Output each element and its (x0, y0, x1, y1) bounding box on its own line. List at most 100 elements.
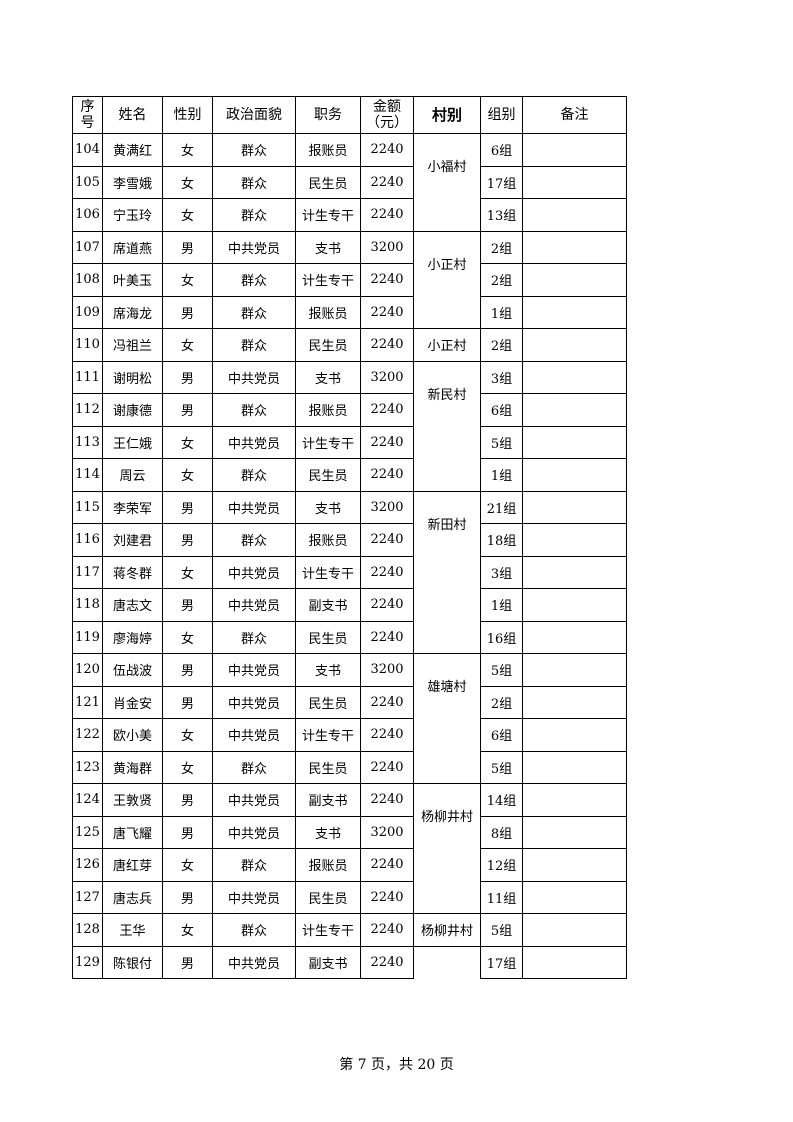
cell-gender: 女 (162, 263, 213, 297)
cell-amount: 2240 (360, 555, 414, 589)
cell-duty: 报账员 (295, 848, 361, 882)
table-row: 121 肖金安男中共党员 民生员 2240 2组 (72, 685, 627, 719)
table-row: 109 席海龙男群众 报账员 2240 1组 (72, 295, 627, 329)
cell-group: 16组 (480, 620, 523, 654)
cell-remark (522, 880, 627, 914)
cell-duty: 支书 (295, 230, 361, 264)
cell-name: 王华 (102, 913, 163, 947)
cell-remark (522, 588, 627, 622)
cell-gender: 女 (162, 198, 213, 232)
header-remark: 备注 (522, 96, 627, 134)
cell-group: 5组 (480, 750, 523, 784)
cell-political: 群众 (212, 263, 296, 297)
cell-name: 席海龙 (102, 295, 163, 329)
cell-gender: 男 (162, 230, 213, 264)
cell-village: 小正村 (413, 328, 481, 362)
cell-amount: 3200 (360, 360, 414, 394)
table-row: 110 冯祖兰女群众 民生员 2240 小正村 2组 (72, 328, 627, 362)
cell-name: 李荣军 (102, 490, 163, 524)
cell-political: 中共党员 (212, 685, 296, 719)
cell-group: 21组 (480, 490, 523, 524)
table-row: 128 王华女群众 计生专干 2240 杨柳井村 5组 (72, 913, 627, 947)
cell-group: 2组 (480, 230, 523, 264)
table-row: 113 王仁娥女中共党员 计生专干 2240 5组 (72, 425, 627, 459)
cell-duty: 民生员 (295, 165, 361, 199)
cell-no: 109 (72, 295, 103, 329)
cell-duty: 支书 (295, 815, 361, 849)
cell-amount: 2240 (360, 425, 414, 459)
cell-political: 群众 (212, 848, 296, 882)
cell-gender: 男 (162, 685, 213, 719)
table-row: 108 叶美玉女群众 计生专干 2240 2组 (72, 263, 627, 297)
cell-name: 蒋冬群 (102, 555, 163, 589)
cell-village: 雄塘村 (413, 653, 481, 784)
cell-gender: 男 (162, 815, 213, 849)
cell-political: 中共党员 (212, 815, 296, 849)
header-political: 政治面貌 (212, 96, 296, 134)
cell-amount: 2240 (360, 620, 414, 654)
cell-name: 宁玉玲 (102, 198, 163, 232)
cell-political: 群众 (212, 165, 296, 199)
cell-political: 中共党员 (212, 490, 296, 524)
cell-amount: 3200 (360, 815, 414, 849)
cell-duty: 民生员 (295, 620, 361, 654)
cell-name: 谢明松 (102, 360, 163, 394)
cell-gender: 男 (162, 360, 213, 394)
cell-amount: 2240 (360, 393, 414, 427)
cell-duty: 支书 (295, 490, 361, 524)
table-row: 118 唐志文男中共党员 副支书 2240 1组 (72, 588, 627, 622)
cell-group: 1组 (480, 295, 523, 329)
cell-name: 李雪娥 (102, 165, 163, 199)
cell-village: 小正村 (413, 230, 481, 329)
cell-amount: 2240 (360, 848, 414, 882)
cell-political: 中共党员 (212, 880, 296, 914)
cell-name: 周云 (102, 458, 163, 492)
cell-remark (522, 425, 627, 459)
table-row: 112 谢康德男群众 报账员 2240 6组 (72, 393, 627, 427)
cell-no: 118 (72, 588, 103, 622)
header-name: 姓名 (102, 96, 163, 134)
cell-gender: 男 (162, 783, 213, 817)
table-row: 123 黄海群女群众 民生员 2240 5组 (72, 750, 627, 784)
table-row: 107 席道燕男中共党员 支书 3200 小正村 2组 (72, 230, 627, 329)
cell-group: 2组 (480, 263, 523, 297)
cell-duty: 计生专干 (295, 555, 361, 589)
cell-no: 108 (72, 263, 103, 297)
header-no: 序 号 (72, 96, 103, 134)
cell-duty: 报账员 (295, 133, 361, 167)
table-row: 125 唐飞耀男中共党员 支书 3200 8组 (72, 815, 627, 849)
cell-no: 117 (72, 555, 103, 589)
cell-no: 121 (72, 685, 103, 719)
cell-name: 唐志兵 (102, 880, 163, 914)
cell-amount: 2240 (360, 133, 414, 167)
header-village: 村别 (413, 96, 481, 134)
cell-political: 群众 (212, 393, 296, 427)
cell-no: 124 (72, 783, 103, 817)
cell-no: 106 (72, 198, 103, 232)
cell-duty: 民生员 (295, 328, 361, 362)
cell-duty: 计生专干 (295, 263, 361, 297)
cell-name: 黄满红 (102, 133, 163, 167)
cell-group: 11组 (480, 880, 523, 914)
cell-duty: 报账员 (295, 295, 361, 329)
cell-group: 8组 (480, 815, 523, 849)
personnel-table: 序 号姓名 性别 政治面貌 职务 金额 （元） 村别 组别 备注 104 黄满红女群众 报账员 22… (72, 96, 627, 979)
cell-name: 谢康德 (102, 393, 163, 427)
cell-no: 105 (72, 165, 103, 199)
table-row: 104 黄满红女群众 报账员 2240 小福村 6组 (72, 133, 627, 232)
cell-group: 14组 (480, 783, 523, 817)
cell-no: 116 (72, 523, 103, 557)
table-row: 129 陈银付男中共党员 副支书 2240 17组 (72, 945, 627, 979)
cell-political: 中共党员 (212, 945, 296, 979)
cell-remark (522, 653, 627, 687)
cell-political: 中共党员 (212, 555, 296, 589)
cell-group: 2组 (480, 685, 523, 719)
table-row: 106 宁玉玲女群众 计生专干 2240 13组 (72, 198, 627, 232)
cell-gender: 女 (162, 425, 213, 459)
cell-village: 小福村 (413, 133, 481, 232)
cell-name: 欧小美 (102, 718, 163, 752)
cell-political: 群众 (212, 295, 296, 329)
cell-group: 2组 (480, 328, 523, 362)
cell-duty: 民生员 (295, 685, 361, 719)
cell-gender: 男 (162, 295, 213, 329)
